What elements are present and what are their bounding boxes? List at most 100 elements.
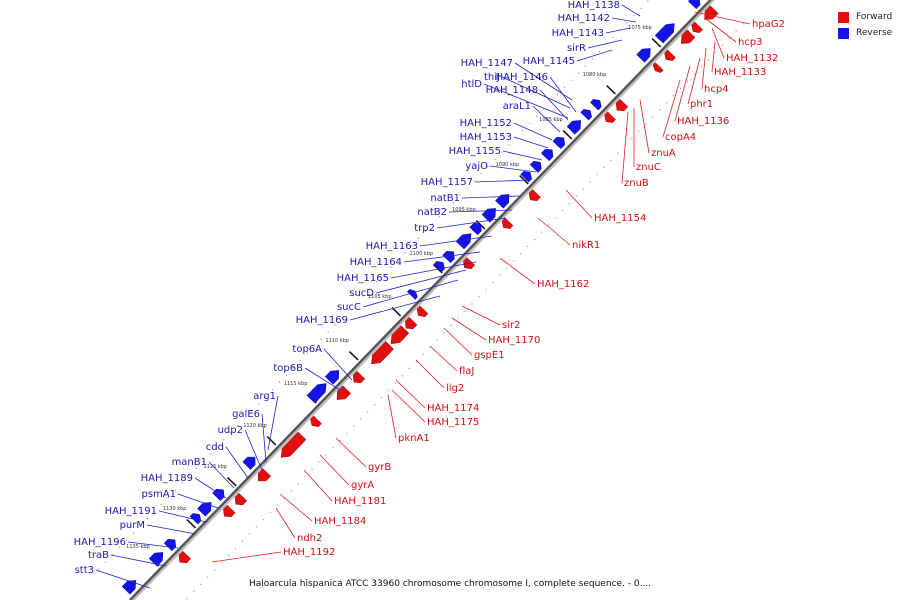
reverse-gene-arrow: [566, 120, 581, 135]
reverse-gene-label: thiJ: [484, 72, 500, 83]
forward-gene-label: znuC: [636, 162, 661, 173]
reverse-label-leader: [489, 165, 537, 173]
forward-gene-label: HAH_1181: [334, 496, 386, 507]
forward-gene-label: sir2: [502, 320, 520, 331]
reverse-label-leader: [127, 541, 179, 549]
reverse-gene-label: HAH_1138: [568, 0, 620, 11]
reverse-gene-label: natB2: [417, 207, 447, 218]
reverse-gene-arrow: [495, 194, 510, 209]
forward-label-leader: [461, 305, 501, 326]
forward-gene-arrow: [501, 217, 514, 229]
forward-gene-label: gyrB: [368, 462, 391, 473]
forward-gene-arrow: [615, 98, 629, 112]
reverse-gene-arrow: [163, 538, 177, 552]
forward-label-leader: [639, 99, 650, 154]
reverse-label-leader: [605, 27, 631, 34]
reverse-label-leader: [461, 195, 521, 199]
reverse-gene-arrow: [481, 208, 496, 223]
reverse-gene-arrow: [590, 99, 602, 111]
forward-label-leader: [711, 27, 725, 59]
tick-label: 1075 kbp: [628, 25, 652, 31]
reverse-gene-label: HAH_1142: [558, 13, 610, 24]
reverse-gene-label: galE6: [232, 409, 260, 420]
reverse-label-leader: [304, 367, 341, 391]
reverse-label-leader: [177, 493, 219, 509]
reverse-gene-label: HAH_1191: [105, 506, 157, 517]
forward-label-leader: [451, 317, 487, 341]
reverse-label-leader: [419, 235, 493, 247]
reverse-gene-label: HAH_1155: [449, 146, 501, 157]
forward-gene-arrow: [405, 316, 418, 330]
tick-label: 1105 kbp: [368, 294, 392, 300]
reverse-label-leader: [611, 17, 637, 23]
tick-label: 1135 kbp: [126, 544, 150, 550]
reverse-gene-label: HAH_1196: [74, 537, 126, 548]
backbone: [129, 0, 712, 600]
reverse-label-leader: [483, 83, 569, 119]
reverse-label-leader: [501, 76, 571, 109]
tick-mark: [391, 307, 402, 317]
tick-label: 1080 kbp: [583, 72, 607, 78]
forward-gene-label: HAH_1154: [594, 213, 646, 224]
forward-label-leader: [674, 65, 691, 122]
legend-forward-label: Forward: [856, 12, 893, 22]
forward-label-leader: [711, 41, 716, 73]
reverse-gene-label: HAH_1145: [523, 56, 575, 67]
forward-gene-label: hpaG2: [752, 19, 785, 30]
forward-label-leader: [565, 189, 593, 219]
tick-label: 1130 kbp: [163, 506, 187, 512]
tick-mark: [562, 130, 573, 140]
forward-gene-label: HAH_1170: [488, 335, 540, 346]
forward-gene-arrow: [280, 431, 307, 458]
forward-gene-label: znuA: [651, 148, 676, 159]
reverse-gene-arrow: [552, 136, 565, 150]
reverse-gene-arrow: [455, 233, 472, 250]
tick-label: 1120 kbp: [243, 423, 267, 429]
reverse-label-leader: [208, 461, 235, 489]
forward-label-leader: [701, 47, 707, 90]
forward-gene-arrow: [528, 189, 541, 202]
forward-gene-arrow: [604, 111, 616, 123]
reverse-label-leader: [513, 122, 553, 141]
forward-gene-arrow: [416, 305, 429, 317]
reverse-label-leader: [349, 295, 441, 321]
forward-gene-label: HAH_1133: [714, 67, 766, 78]
reverse-gene-label: udp2: [218, 425, 243, 436]
forward-swatch: [838, 11, 849, 23]
reverse-gene-arrow: [242, 456, 256, 470]
tick-mark: [348, 351, 359, 361]
forward-label-leader: [443, 327, 473, 356]
reverse-label-leader: [375, 269, 467, 294]
forward-gene-arrow: [390, 325, 410, 345]
forward-gene-arrow: [352, 370, 366, 384]
reverse-gene-label: sucD: [349, 288, 374, 299]
forward-label-leader: [429, 345, 458, 372]
legend-forward: Forward: [838, 9, 892, 25]
reverse-gene-label: top6B: [273, 363, 303, 374]
tick-label: 1110 kbp: [325, 338, 349, 344]
reverse-gene-arrow: [520, 171, 532, 183]
forward-gene-label: HAH_1175: [427, 417, 479, 428]
forward-gene-arrow: [371, 341, 394, 365]
reverse-gene-label: HAH_1147: [461, 58, 513, 69]
forward-label-leader: [211, 551, 282, 563]
reverse-gene-label: cdd: [206, 442, 224, 453]
reverse-swatch: [838, 27, 849, 39]
reverse-label-leader: [549, 76, 577, 113]
tick-label: 1095 kbp: [452, 207, 476, 213]
reverse-gene-label: manB1: [172, 457, 207, 468]
tick-label: 1125 kbp: [204, 464, 228, 470]
reverse-label-leader: [146, 524, 197, 535]
forward-gene-arrow: [691, 21, 703, 33]
reverse-gene-arrow: [687, 0, 701, 10]
reverse-gene-label: HAH_1164: [350, 257, 402, 268]
forward-gene-arrow: [178, 550, 192, 564]
reverse-gene-label: HAH_1153: [460, 132, 512, 143]
tick-label: 1115 kbp: [284, 381, 308, 387]
tick-mark: [519, 175, 529, 185]
reverse-gene-label: HAH_1189: [141, 473, 193, 484]
forward-gene-arrow: [257, 468, 272, 482]
reverse-gene-label: traB: [88, 550, 109, 561]
forward-gene-label: copA4: [665, 132, 696, 143]
forward-gene-label: ndh2: [297, 533, 322, 544]
